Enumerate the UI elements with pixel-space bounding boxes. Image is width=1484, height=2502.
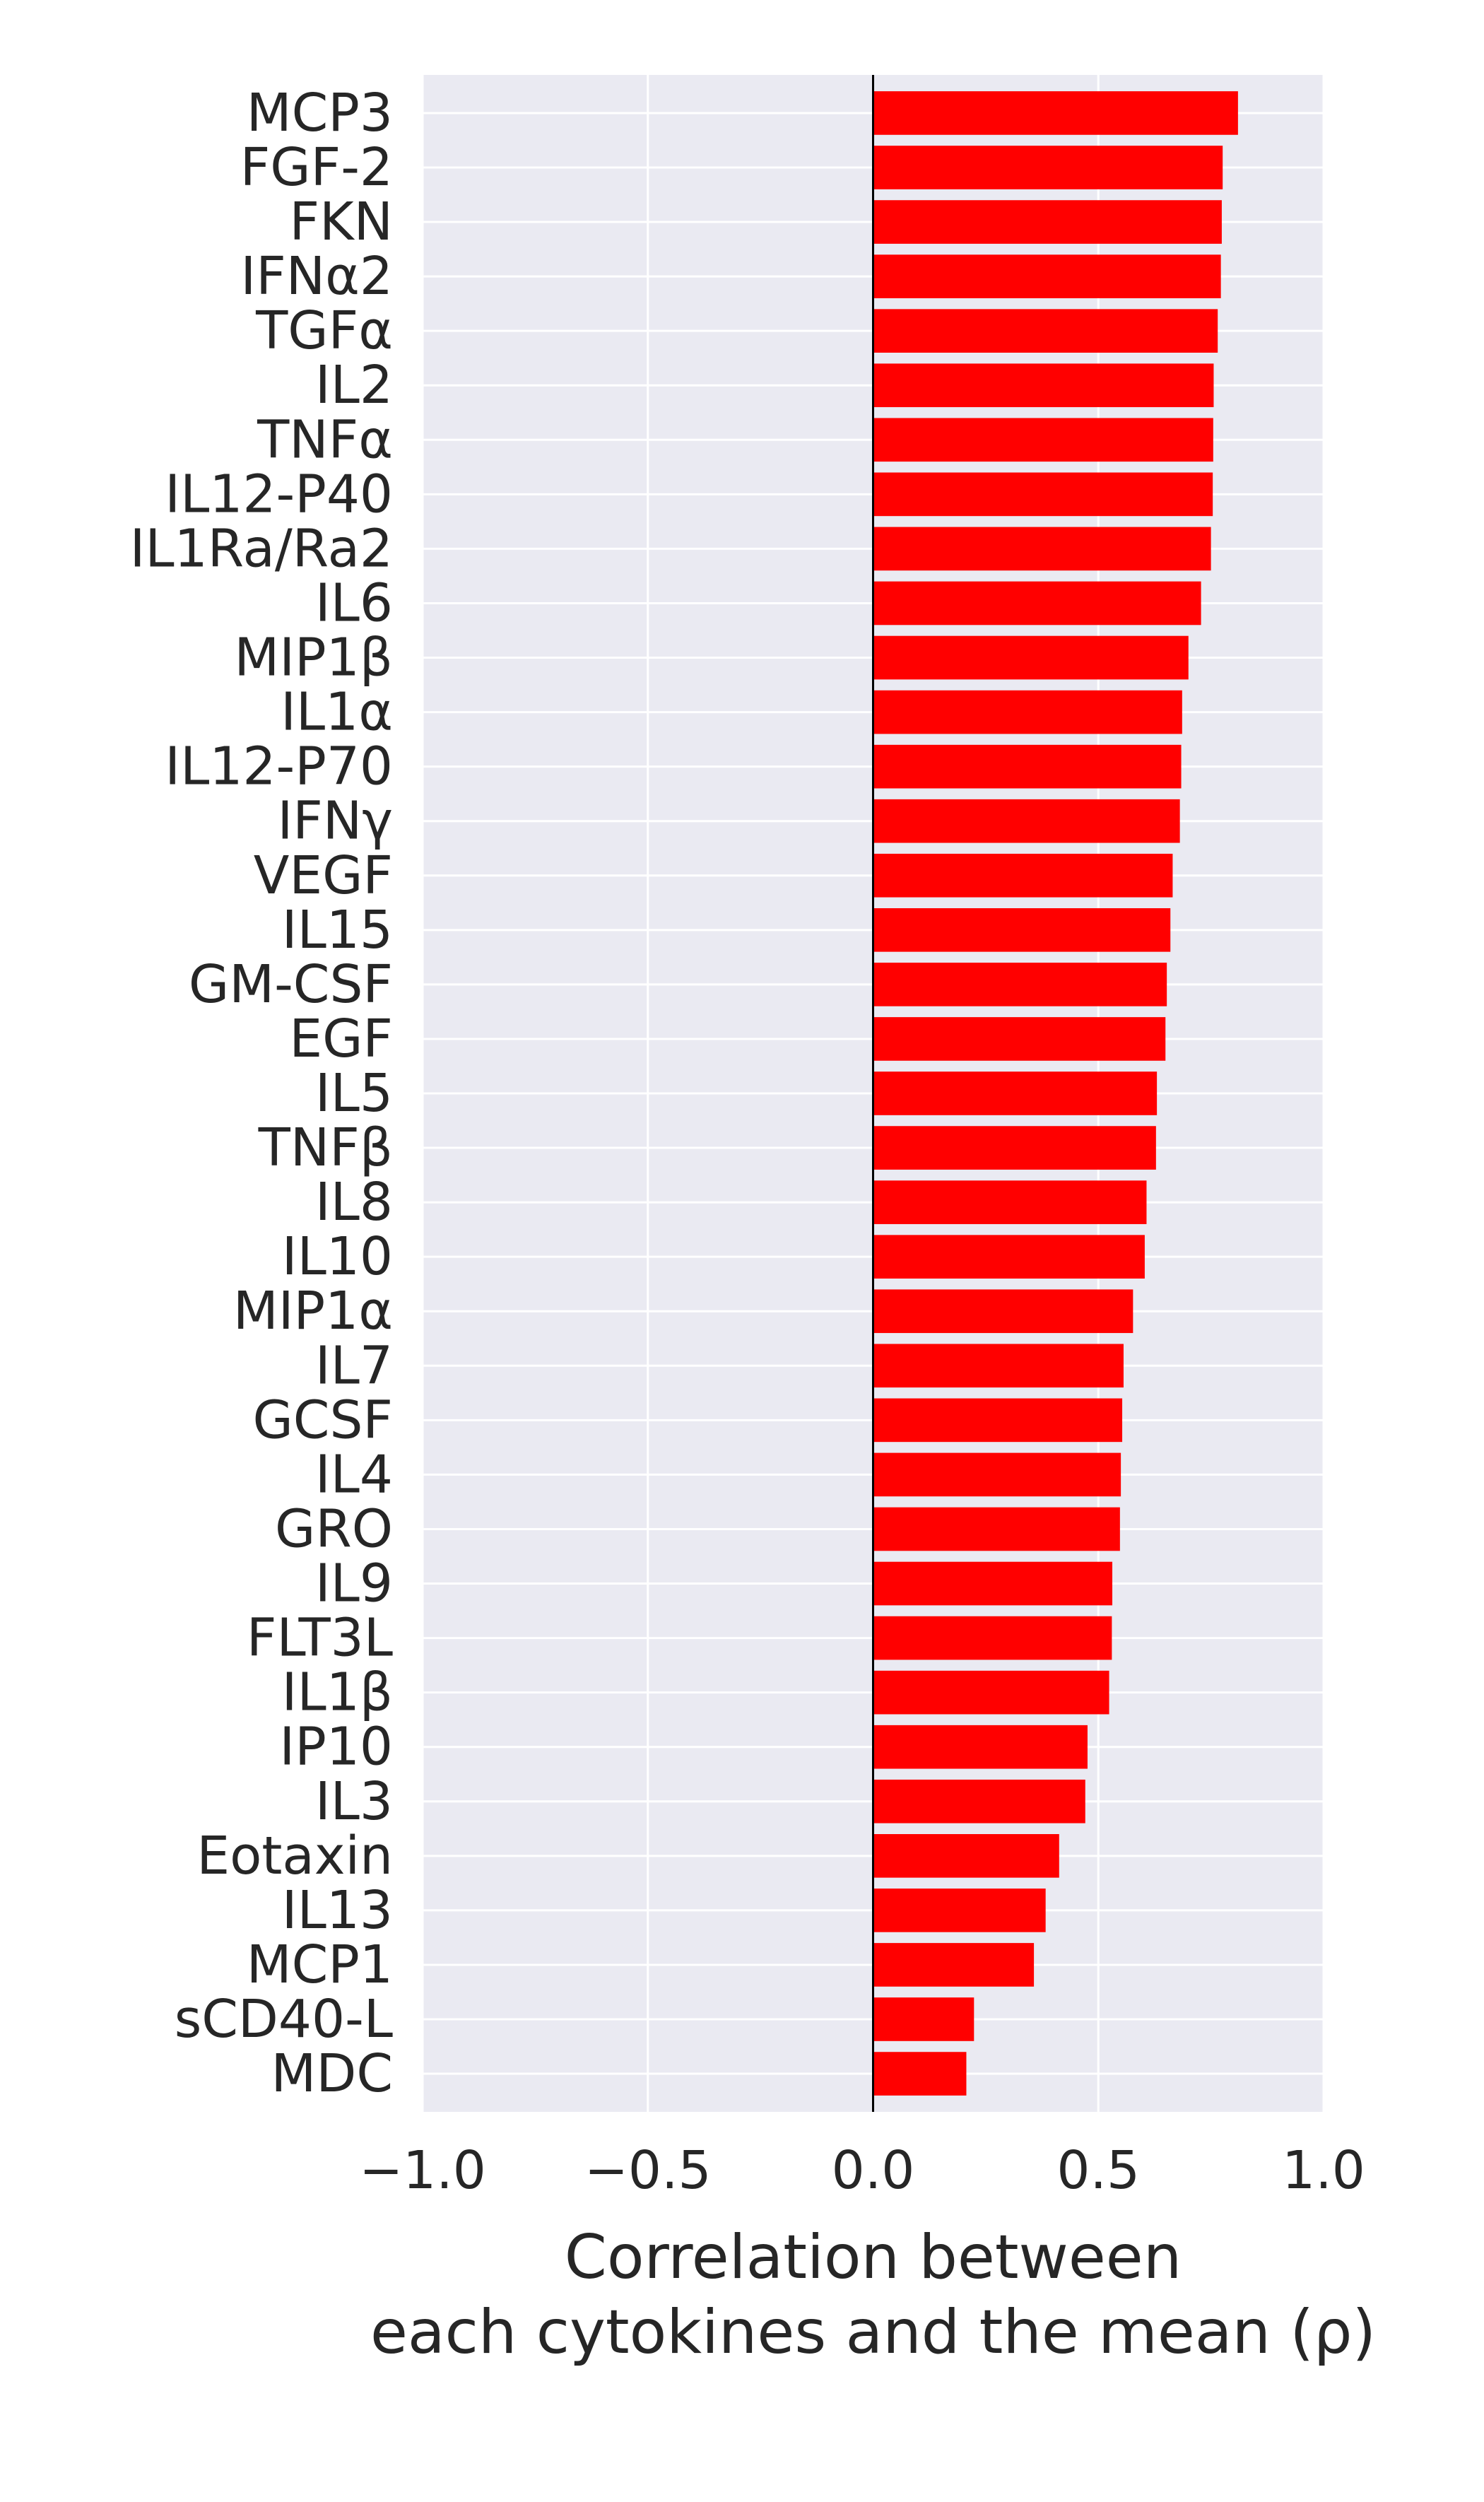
bar-FKN	[873, 200, 1222, 244]
y-tick-label: TNFα	[257, 409, 393, 470]
bar-FGF-2	[873, 146, 1223, 189]
x-tick-label: 1.0	[1282, 2140, 1365, 2201]
bar-IP10	[873, 1725, 1088, 1769]
bars	[873, 91, 1238, 2096]
bar-IL5	[873, 1071, 1158, 1115]
y-tick-label: IL12-P70	[165, 736, 393, 797]
y-tick-label: TNFβ	[258, 1117, 393, 1178]
bar-IL1α	[873, 690, 1182, 734]
y-tick-label: Eotaxin	[196, 1826, 393, 1886]
bar-IL6	[873, 581, 1201, 626]
bar-IL2	[873, 363, 1214, 408]
x-axis-label-line2: each cytokines and the mean (ρ)	[370, 2297, 1376, 2368]
bar-VEGF	[873, 853, 1173, 898]
y-tick-label: FLT3L	[247, 1608, 393, 1669]
y-tick-label: TGFα	[255, 300, 393, 361]
y-tick-labels: MCP3FGF-2FKNIFNα2TGFαIL2TNFαIL12-P40IL1R…	[130, 83, 393, 2104]
bar-TNFβ	[873, 1126, 1156, 1170]
y-tick-label: GM-CSF	[189, 954, 393, 1015]
y-tick-label: MCP3	[247, 83, 393, 143]
y-tick-label: IL12-P40	[165, 464, 393, 524]
x-axis-label-line1: Correlation between	[565, 2222, 1182, 2293]
bar-MCP1	[873, 1943, 1035, 1987]
x-tick-label: −1.0	[359, 2140, 486, 2201]
y-tick-label: IL8	[315, 1172, 393, 1233]
y-tick-label: IL9	[315, 1554, 393, 1614]
y-tick-label: IL7	[315, 1335, 393, 1396]
bar-IL12-P70	[873, 744, 1182, 789]
x-tick-labels: −1.0 −0.5 0.0 0.5 1.0	[359, 2140, 1365, 2201]
y-tick-label: IL15	[282, 900, 393, 961]
bar-IL12-P40	[873, 472, 1213, 517]
bar-IFNα2	[873, 254, 1221, 298]
y-tick-label: IL10	[282, 1226, 393, 1287]
bar-IL15	[873, 908, 1171, 952]
bar-IL4	[873, 1452, 1121, 1497]
bar-MIP1α	[873, 1289, 1133, 1334]
y-tick-label: IL6	[315, 572, 393, 633]
x-tick-label: −0.5	[584, 2140, 712, 2201]
bar-EGF	[873, 1017, 1166, 1061]
y-tick-label: IP10	[279, 1717, 393, 1778]
x-tick-label: 0.5	[1056, 2140, 1140, 2201]
y-tick-label: IL2	[315, 355, 393, 416]
y-tick-label: IL1α	[281, 682, 393, 743]
bar-IL7	[873, 1344, 1124, 1388]
y-tick-label: FGF-2	[240, 137, 393, 198]
bar-IL3	[873, 1779, 1085, 1823]
y-tick-label: MDC	[271, 2043, 394, 2104]
y-tick-label: MCP1	[247, 1934, 393, 1995]
y-tick-label: IFNα2	[240, 246, 393, 307]
bar-IFNγ	[873, 799, 1180, 843]
y-tick-label: GRO	[275, 1498, 393, 1559]
y-tick-label: IL5	[315, 1063, 393, 1124]
bar-IL8	[873, 1180, 1147, 1224]
bar-MCP3	[873, 91, 1238, 135]
y-tick-label: MIP1α	[233, 1281, 393, 1341]
y-tick-label: IL1Ra/Ra2	[130, 518, 393, 579]
bar-FLT3L	[873, 1616, 1112, 1660]
y-tick-label: VEGF	[254, 845, 393, 906]
y-tick-label: FKN	[290, 192, 393, 252]
bar-GCSF	[873, 1398, 1123, 1443]
y-tick-label: GCSF	[252, 1390, 393, 1450]
bar-Eotaxin	[873, 1834, 1059, 1878]
y-tick-label: EGF	[289, 1009, 393, 1069]
bar-IL13	[873, 1889, 1046, 1932]
bar-GRO	[873, 1507, 1120, 1551]
bar-GM-CSF	[873, 963, 1167, 1006]
bar-TNFα	[873, 418, 1213, 462]
bar-IL9	[873, 1561, 1113, 1606]
bar-IL1Ra/Ra2	[873, 527, 1211, 571]
y-tick-label: IL1β	[282, 1662, 393, 1723]
x-tick-label: 0.0	[832, 2140, 915, 2201]
y-tick-label: IL3	[315, 1771, 393, 1832]
bar-sCD40-L	[873, 1997, 974, 2041]
y-tick-label: sCD40-L	[175, 1989, 393, 2050]
y-tick-label: IFNγ	[277, 791, 393, 852]
bar-IL1β	[873, 1670, 1109, 1715]
bar-MDC	[873, 2052, 967, 2096]
bar-TGFα	[873, 309, 1218, 353]
bar-MIP1β	[873, 635, 1189, 680]
y-tick-label: IL13	[282, 1880, 393, 1941]
y-tick-label: MIP1β	[234, 628, 393, 688]
y-tick-label: IL4	[315, 1444, 393, 1505]
bar-IL10	[873, 1235, 1145, 1279]
